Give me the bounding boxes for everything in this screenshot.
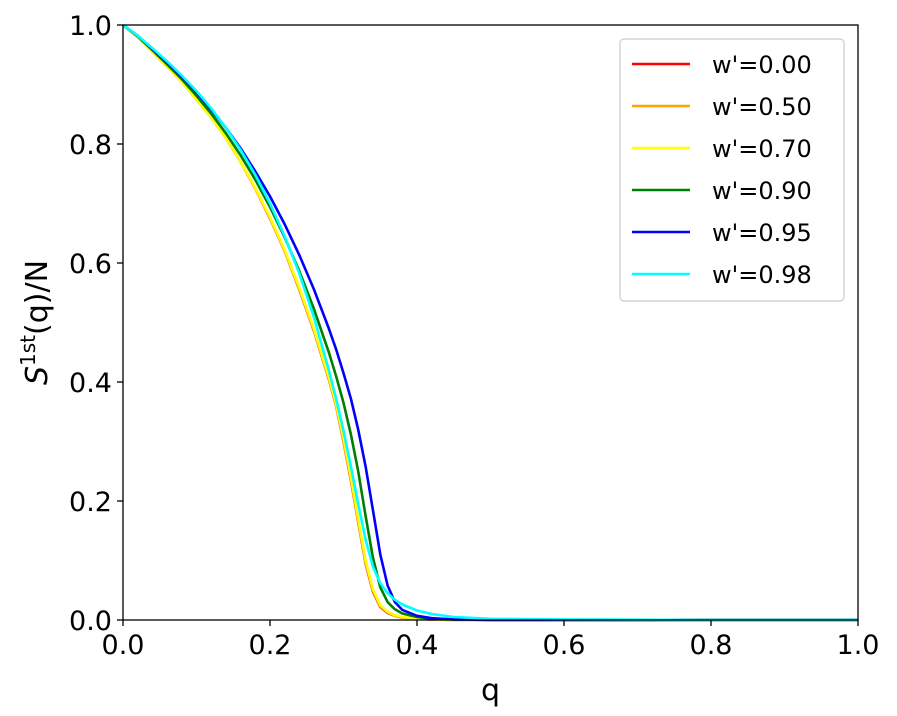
legend-label: w'=0.98 — [712, 261, 812, 289]
x-tick-label: 0.6 — [543, 630, 586, 661]
legend-label: w'=0.90 — [712, 177, 812, 205]
x-tick-label: 0.0 — [102, 630, 145, 661]
legend-label: w'=0.95 — [712, 219, 812, 247]
x-tick-label: 0.8 — [690, 630, 733, 661]
series-layer — [122, 23, 858, 622]
y-tick-label: 0.0 — [69, 606, 112, 637]
plot-frame — [122, 24, 859, 621]
y-tick-label: 0.6 — [69, 249, 112, 280]
x-axis-label: q — [481, 673, 500, 708]
y-tick-label: 1.0 — [69, 11, 112, 42]
x-tick-label: 0.4 — [396, 630, 439, 661]
y-axis-label: S1st(q)/N — [16, 260, 55, 385]
legend-box — [619, 38, 845, 302]
legend-item: w'=0.50 — [632, 93, 812, 121]
legend-label: w'=0.50 — [712, 93, 812, 121]
y-tick-label: 0.4 — [69, 368, 112, 399]
legend-label: w'=0.00 — [712, 51, 812, 79]
y-axis-label-superscript: 1st — [16, 335, 40, 366]
series-line-5 — [122, 23, 858, 622]
y-tick-label: 0.2 — [69, 487, 112, 518]
legend-item: w'=0.00 — [632, 51, 812, 79]
y-axis-label-rest: (q)/N — [20, 260, 55, 335]
y-tick-label: 0.8 — [69, 130, 112, 161]
y-axis-label-base: S — [20, 366, 55, 385]
legend-items: w'=0.00 w'=0.50 w'=0.70 w'=0.90 w'=0.95 w'=0.… — [632, 51, 812, 289]
x-tick-label: 0.2 — [249, 630, 292, 661]
legend-label: w'=0.70 — [712, 135, 812, 163]
legend-item: w'=0.98 — [632, 261, 812, 289]
ticks-layer: 0.0 0.2 0.4 0.6 0.8 1.0 0.0 0.2 0.4 0.6 0.8 1.0 — [69, 11, 879, 661]
x-tick-label: 1.0 — [837, 630, 880, 661]
legend-item: w'=0.90 — [632, 177, 812, 205]
legend-item: w'=0.95 — [632, 219, 812, 247]
legend-item: w'=0.70 — [632, 135, 812, 163]
legend: w'=0.00 w'=0.50 w'=0.70 w'=0.90 w'=0.95 w'=0.… — [619, 38, 845, 302]
